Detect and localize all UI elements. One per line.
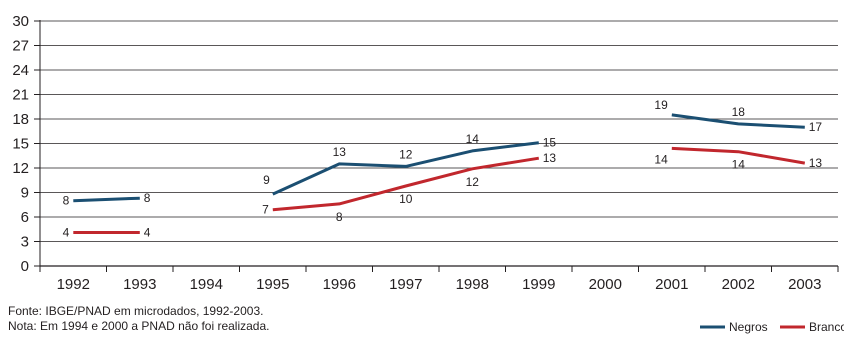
data-label: 15 [543, 136, 557, 150]
gridlines [40, 20, 838, 242]
x-tick-label: 2003 [788, 276, 821, 293]
y-tick-label: 9 [21, 185, 29, 202]
data-label: 18 [732, 105, 746, 119]
data-label: 17 [809, 120, 823, 134]
data-label: 13 [543, 151, 557, 165]
data-label: 19 [654, 98, 668, 112]
series-line-brancos [272, 156, 540, 212]
x-tick-label: 1994 [190, 276, 223, 293]
y-tick-label: 18 [12, 111, 29, 128]
data-labels: 8 8 9 13 12 14 15 19 18 17 4 4 7 8 10 12 13 14 14 13 [63, 98, 823, 240]
data-label: 13 [333, 145, 347, 159]
data-label: 12 [466, 175, 480, 189]
data-label: 8 [63, 194, 70, 208]
series-line-negros [671, 113, 805, 129]
series-lines [73, 113, 806, 234]
x-tick-label: 2002 [722, 276, 755, 293]
x-tick-label: 1997 [389, 276, 422, 293]
y-tick-label: 3 [21, 234, 29, 251]
footnote: Nota: Em 1994 e 2000 a PNAD não foi real… [8, 319, 270, 333]
x-tick-label: 2000 [589, 276, 622, 293]
y-tick-label: 27 [12, 38, 29, 55]
series-line-brancos [671, 146, 806, 165]
y-tick-label: 24 [12, 62, 29, 79]
series-line-negros [73, 196, 140, 203]
y-tick-label: 15 [12, 136, 29, 153]
x-tick-label: 1999 [522, 276, 555, 293]
x-tick-label: 1992 [57, 276, 90, 293]
x-tick-label: 2001 [655, 276, 688, 293]
data-label: 8 [336, 210, 343, 224]
y-tick-label: 0 [21, 258, 29, 275]
y-tick-label: 12 [12, 160, 29, 177]
data-label: 14 [654, 152, 668, 166]
data-label: 4 [144, 226, 151, 240]
series-line-negros [272, 141, 539, 196]
data-label: 4 [63, 226, 70, 240]
data-label: 14 [732, 158, 746, 172]
data-label: 12 [399, 147, 413, 161]
x-tick-label: 1993 [123, 276, 156, 293]
data-label: 10 [399, 192, 413, 206]
x-tick-label: 1998 [456, 276, 489, 293]
legend: Negros Brancos [700, 320, 844, 334]
data-label: 8 [144, 191, 151, 205]
x-tick-label: 1995 [256, 276, 289, 293]
x-tick-label: 1996 [323, 276, 356, 293]
legend-label-negros: Negros [729, 320, 768, 334]
legend-label-brancos: Brancos [809, 320, 844, 334]
data-label: 7 [262, 203, 269, 217]
y-tick-label: 21 [12, 87, 29, 104]
data-label: 14 [466, 132, 480, 146]
y-tick-label: 30 [12, 13, 29, 30]
y-tick-label: 6 [21, 209, 29, 226]
source-note: Fonte: IBGE/PNAD em microdados, 1992-200… [8, 304, 264, 318]
data-label: 13 [809, 156, 823, 170]
data-label: 9 [263, 173, 270, 187]
